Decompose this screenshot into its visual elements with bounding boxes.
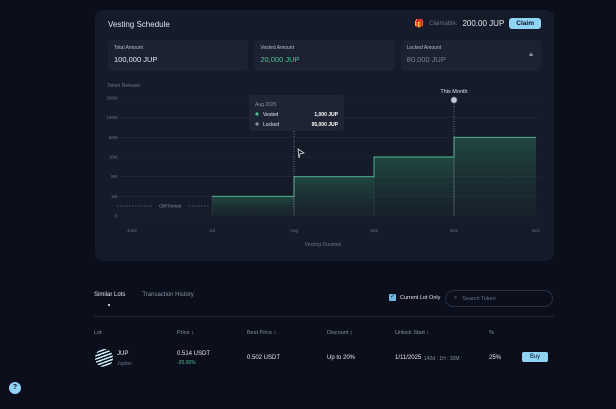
best-price: 0.502 USDT [247,355,281,361]
stat-value: 80,000 JUP [406,55,446,64]
tab-label: Similar Lots [94,292,126,298]
release-line [212,136,536,197]
x-axis-label: Vesting Duration [305,242,342,248]
gift-icon: 🎁 [414,19,425,28]
jupiter-logo-icon [95,349,113,367]
this-month-label: This Month [440,89,467,95]
claimable-label: Claimable: [429,20,458,27]
unlock-date: 1/11/2025 [395,355,422,361]
tooltip-value: 95,000 JUP [312,122,339,128]
tooltip-title: Aug 2025 [255,102,277,108]
current-lot-only-checkbox[interactable]: ✓ Current Lot Only [389,294,440,301]
tooltip-label: Locked [263,122,279,128]
column-best-price[interactable]: Best Price ↕ [247,330,277,336]
y-tick-label: 5M [111,174,117,179]
x-tick-label: Aug [290,228,299,233]
area-step [294,176,374,216]
lock-icon: 🔒︎ [529,51,533,58]
percent: 25% [489,355,502,361]
stat-label: Total Amount [114,45,143,51]
stat-locked: Locked Amount 80,000 JUP 🔒︎ [400,40,541,71]
cursor-icon [297,148,305,159]
locked-dot [255,122,259,126]
unlock-countdown: 142d : 1H : 32M [424,356,460,362]
area-step [374,157,454,216]
x-tick-label: Sep [370,228,379,233]
search-placeholder: Search Token [462,295,496,302]
search-icon: ⌕ [454,295,458,301]
divider [94,316,554,317]
discount: Up to 20% [327,355,356,361]
vesting-schedule-card: Vesting Schedule 🎁 Claimable: 200.00 JUP… [95,10,554,261]
x-tick-label: Dec [532,228,541,233]
area-step [454,137,536,216]
y-tick-label: 10M [109,155,118,160]
lot-symbol: JUP [117,351,129,357]
token-release-chart: Token Release Vesting Duration 200M 100M 5… [107,83,541,248]
y-tick-label: 50M [109,135,118,140]
column-discount[interactable]: Discount ↕ [327,330,353,336]
tooltip-label: Vested [263,112,279,118]
this-month-marker-icon [450,96,458,104]
tab-transaction-history[interactable]: Transaction History [142,292,194,298]
stat-value: 100,000 JUP [114,55,158,64]
x-tick-label: June [127,228,137,233]
tab-similar-lots[interactable]: Similar Lots [94,292,126,306]
price-change: -20.00% [177,360,196,366]
help-button[interactable]: ? [9,382,21,394]
stat-vested: Vested Amount 20,000 JUP [254,40,395,71]
checkbox-label: Current Lot Only [400,294,441,301]
stat-label: Locked Amount [406,45,442,51]
column-lot: Lot [94,330,102,336]
stat-total: Total Amount 100,000 JUP [108,40,249,71]
x-tick-label: Nov [450,228,459,233]
y-tick-label: 200M [107,96,118,101]
column-unlock-start[interactable]: Unlock Start ↕ [395,330,430,336]
x-tick-label: Jul [209,228,215,233]
claimable-section: 🎁 Claimable: 200.00 JUP Claim [414,18,541,29]
stat-value: 20,000 JUP [260,55,300,64]
column-price[interactable]: Price ↕ [177,330,194,336]
y-axis-label: Token Release [107,83,140,89]
cliff-period-label: Cliff Period [159,204,181,209]
buy-button[interactable]: Buy [522,352,548,362]
tooltip: Aug 2025 Vested 1,000 JUP Locked 95,000 … [249,95,344,131]
card-title: Vesting Schedule [108,20,170,29]
area-step [212,196,294,216]
cliff-label-bg [152,202,187,210]
claim-button[interactable]: Claim [509,18,541,29]
check-icon: ✓ [389,294,396,301]
vested-dot [255,112,259,116]
claimable-value: 200.00 JUP [462,19,505,28]
price: 0.514 USDT [177,351,211,357]
lot-name: Jupiter [117,361,133,367]
y-tick-label: 100M [107,115,118,120]
search-input[interactable]: ⌕ Search Token [445,290,553,307]
tooltip-value: 1,000 JUP [314,112,338,118]
y-tick-label: 0 [115,214,118,219]
y-tick-label: 1M [111,194,117,199]
column-percent: % [489,330,494,336]
stat-label: Vested Amount [260,45,294,51]
